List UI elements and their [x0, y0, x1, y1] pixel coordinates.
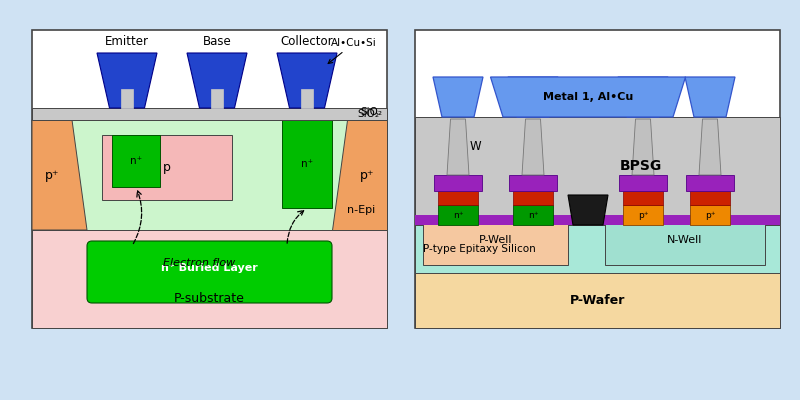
Polygon shape: [211, 89, 223, 108]
Text: p⁺: p⁺: [45, 168, 59, 182]
Bar: [32, 108, 387, 120]
Text: n⁺ Buried Layer: n⁺ Buried Layer: [161, 263, 258, 273]
Text: p: p: [163, 161, 171, 174]
Text: Al•Cu•Si: Al•Cu•Si: [328, 38, 377, 64]
Text: BPSG: BPSG: [620, 158, 662, 173]
Text: p⁺: p⁺: [360, 168, 374, 182]
Bar: [513, 191, 553, 205]
Bar: [32, 30, 387, 328]
Text: P-Wafer: P-Wafer: [570, 294, 625, 306]
Bar: [623, 205, 663, 225]
Text: p⁺: p⁺: [638, 210, 648, 220]
Bar: [415, 225, 780, 328]
Text: W: W: [470, 140, 482, 154]
Bar: [434, 175, 482, 191]
Text: Metal 1, Al•Cu: Metal 1, Al•Cu: [543, 92, 633, 102]
Bar: [423, 215, 568, 265]
Text: P-type Epitaxy Silicon: P-type Epitaxy Silicon: [423, 244, 536, 254]
Polygon shape: [522, 119, 544, 175]
Text: Electron flow: Electron flow: [163, 258, 236, 268]
Text: Emitter: Emitter: [105, 35, 149, 48]
Polygon shape: [447, 119, 469, 175]
Polygon shape: [490, 77, 686, 117]
Bar: [32, 230, 387, 328]
Polygon shape: [332, 120, 387, 230]
Polygon shape: [277, 53, 337, 108]
Text: SiO₂: SiO₂: [357, 109, 379, 119]
Text: Base: Base: [202, 35, 231, 48]
Bar: [509, 175, 557, 191]
Bar: [690, 191, 730, 205]
Text: N-Well: N-Well: [667, 235, 702, 245]
Polygon shape: [508, 77, 558, 117]
Bar: [513, 205, 553, 225]
Text: n⁺: n⁺: [528, 210, 538, 220]
Text: n⁺: n⁺: [453, 210, 463, 220]
Bar: [686, 175, 734, 191]
Bar: [282, 120, 332, 208]
Bar: [32, 120, 387, 230]
Bar: [415, 117, 780, 225]
Polygon shape: [187, 53, 247, 108]
Bar: [690, 205, 730, 225]
Polygon shape: [568, 195, 608, 225]
Bar: [102, 135, 232, 200]
Bar: [415, 30, 780, 328]
Bar: [112, 135, 160, 187]
Text: P-Well: P-Well: [478, 235, 512, 245]
Bar: [415, 225, 780, 273]
Bar: [619, 175, 667, 191]
Bar: [415, 215, 780, 225]
Text: n⁺: n⁺: [130, 156, 142, 166]
Polygon shape: [685, 77, 735, 117]
FancyBboxPatch shape: [87, 241, 332, 303]
Bar: [605, 215, 765, 265]
Polygon shape: [121, 89, 133, 108]
Bar: [623, 191, 663, 205]
Text: P-substrate: P-substrate: [174, 292, 245, 304]
Text: n⁺: n⁺: [301, 159, 313, 169]
Polygon shape: [699, 119, 721, 175]
Polygon shape: [301, 89, 313, 108]
Polygon shape: [32, 120, 87, 230]
Polygon shape: [97, 53, 157, 108]
Polygon shape: [618, 77, 668, 117]
Polygon shape: [433, 77, 483, 117]
Bar: [92, 246, 327, 298]
Bar: [438, 191, 478, 205]
Text: SiO₂: SiO₂: [360, 107, 382, 117]
Text: n-Epi: n-Epi: [346, 205, 375, 215]
Polygon shape: [632, 119, 654, 175]
Bar: [438, 205, 478, 225]
Text: Collector: Collector: [281, 35, 334, 48]
Text: p⁺: p⁺: [705, 210, 715, 220]
